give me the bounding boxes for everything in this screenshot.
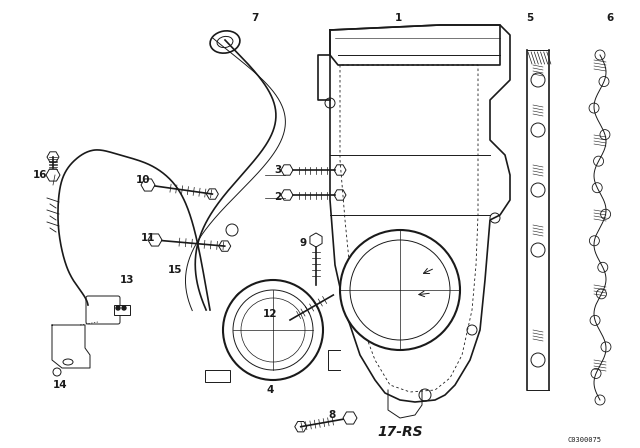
Circle shape bbox=[340, 230, 460, 350]
Ellipse shape bbox=[210, 31, 240, 53]
Circle shape bbox=[282, 312, 298, 328]
Text: 8: 8 bbox=[328, 410, 335, 420]
Circle shape bbox=[593, 156, 604, 166]
Circle shape bbox=[595, 50, 605, 60]
Circle shape bbox=[600, 209, 611, 219]
Bar bbox=[114, 305, 130, 315]
Text: 13: 13 bbox=[120, 275, 134, 285]
Text: 16: 16 bbox=[33, 170, 47, 180]
Circle shape bbox=[599, 77, 609, 86]
FancyBboxPatch shape bbox=[86, 296, 120, 324]
Circle shape bbox=[591, 368, 601, 379]
Text: 12: 12 bbox=[263, 309, 277, 319]
Circle shape bbox=[590, 315, 600, 325]
Text: 3: 3 bbox=[275, 165, 282, 175]
Circle shape bbox=[592, 183, 602, 193]
Circle shape bbox=[600, 129, 610, 140]
Circle shape bbox=[531, 183, 545, 197]
Text: 11: 11 bbox=[141, 233, 156, 243]
Circle shape bbox=[531, 353, 545, 367]
Text: 4: 4 bbox=[266, 385, 274, 395]
Text: 1: 1 bbox=[394, 13, 402, 23]
Circle shape bbox=[116, 306, 120, 310]
Circle shape bbox=[598, 263, 608, 272]
Circle shape bbox=[589, 236, 600, 246]
Text: C0300075: C0300075 bbox=[568, 437, 602, 443]
Circle shape bbox=[223, 280, 323, 380]
Text: 10: 10 bbox=[136, 175, 150, 185]
Text: 2: 2 bbox=[275, 192, 282, 202]
Circle shape bbox=[122, 306, 126, 310]
Text: 9: 9 bbox=[300, 238, 307, 248]
Circle shape bbox=[595, 395, 605, 405]
Text: 14: 14 bbox=[52, 380, 67, 390]
Text: 7: 7 bbox=[252, 13, 259, 23]
Text: 5: 5 bbox=[526, 13, 534, 23]
Circle shape bbox=[531, 123, 545, 137]
Bar bbox=[205, 370, 230, 382]
Circle shape bbox=[589, 103, 599, 113]
Circle shape bbox=[531, 243, 545, 257]
Circle shape bbox=[596, 289, 607, 299]
Text: 15: 15 bbox=[168, 265, 182, 275]
Text: 17-RS: 17-RS bbox=[377, 425, 423, 439]
Text: 6: 6 bbox=[606, 13, 614, 23]
Circle shape bbox=[601, 342, 611, 352]
Circle shape bbox=[531, 73, 545, 87]
